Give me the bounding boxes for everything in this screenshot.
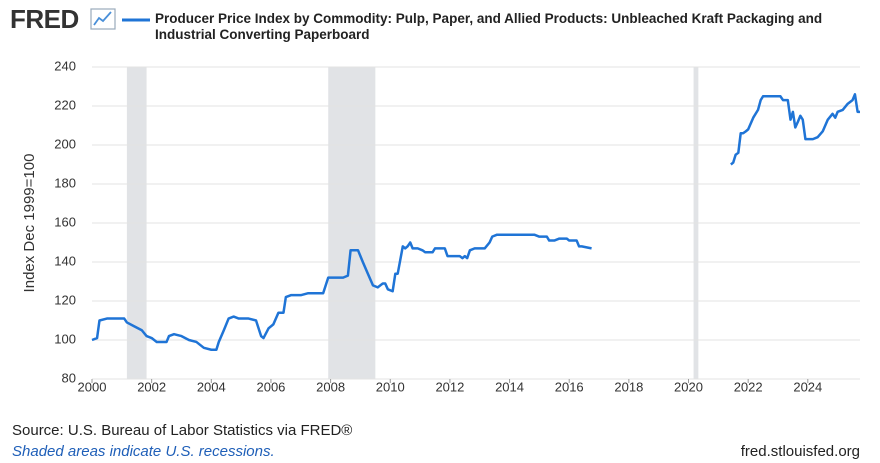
x-tick-label: 2008 — [316, 379, 345, 394]
y-tick-label: 180 — [54, 175, 76, 190]
logo[interactable]: FRED — [10, 4, 79, 34]
chart-title: Producer Price Index by Commodity: Pulp,… — [155, 11, 823, 42]
y-tick-label: 160 — [54, 214, 76, 229]
x-tick-label: 2002 — [137, 379, 166, 394]
x-tick-label: 2024 — [793, 379, 822, 394]
x-tick-label: 2000 — [78, 379, 107, 394]
plot-area — [92, 66, 860, 380]
recession-note: Shaded areas indicate U.S. recessions. — [12, 443, 275, 460]
x-tick-label: 2022 — [734, 379, 763, 394]
x-tick-label: 2004 — [197, 379, 226, 394]
y-tick-label: 240 — [54, 58, 76, 73]
y-tick-label: 220 — [54, 97, 76, 112]
x-tick-label: 2012 — [435, 379, 464, 394]
logo-icon — [90, 8, 116, 30]
series-line — [91, 93, 860, 351]
y-tick-label: 120 — [54, 292, 76, 307]
y-tick-label: 200 — [54, 136, 76, 151]
x-tick-label: 2006 — [256, 379, 285, 394]
website[interactable]: fred.stlouisfed.org — [741, 443, 860, 460]
y-axis-label: Index Dec 1999=100 — [21, 154, 38, 293]
y-tick-label: 100 — [54, 331, 76, 346]
x-tick-label: 2018 — [614, 379, 643, 394]
x-tick-label: 2016 — [555, 379, 584, 394]
x-tick-label: 2010 — [376, 379, 405, 394]
y-tick-label: 80 — [62, 370, 76, 385]
x-tick-label: 2014 — [495, 379, 524, 394]
y-tick-label: 140 — [54, 253, 76, 268]
source: Source: U.S. Bureau of Labor Statistics … — [12, 422, 352, 439]
x-tick-label: 2020 — [674, 379, 703, 394]
